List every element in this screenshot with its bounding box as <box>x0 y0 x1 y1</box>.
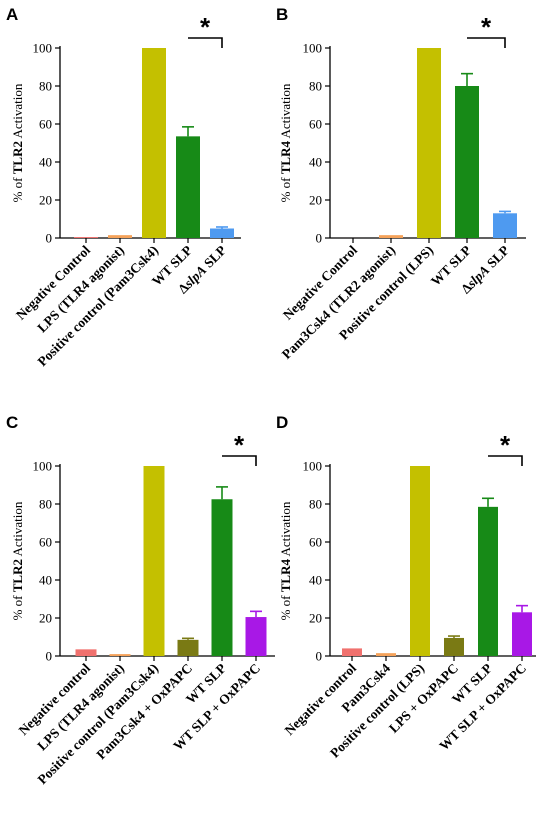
y-tick-label: 60 <box>39 535 52 550</box>
bar <box>108 235 132 238</box>
bar <box>177 639 199 656</box>
y-tick-label: 40 <box>39 573 52 588</box>
y-axis-label: % of TLR2 Activation <box>10 501 25 620</box>
panel-letter: D <box>276 413 288 432</box>
y-tick-label: 80 <box>309 497 322 512</box>
bar <box>512 612 532 656</box>
significance-star: * <box>500 430 511 460</box>
bar <box>478 506 498 656</box>
bar <box>143 466 165 656</box>
significance-bracket <box>188 37 223 48</box>
y-tick-label: 100 <box>33 41 53 56</box>
bar <box>493 213 517 238</box>
chart-panel-b: B% of TLR4 Activation020406080100Negativ… <box>276 5 526 362</box>
panel-letter: B <box>276 5 288 24</box>
y-tick-label: 20 <box>39 611 52 626</box>
y-axis-label-prefix: % of <box>278 592 293 620</box>
y-tick-label: 40 <box>39 155 52 170</box>
bar <box>379 235 403 238</box>
y-tick-label: 0 <box>46 649 53 664</box>
y-tick-label: 60 <box>39 117 52 132</box>
y-axis-label-receptor: TLR4 <box>278 559 293 593</box>
y-axis-label-receptor: TLR2 <box>10 559 25 592</box>
bar <box>211 499 233 656</box>
y-tick-label: 20 <box>39 193 52 208</box>
y-tick-label: 0 <box>316 231 323 246</box>
y-tick-label: 100 <box>303 41 323 56</box>
bar <box>376 653 396 656</box>
y-axis-label: % of TLR4 Activation <box>278 501 293 620</box>
bar <box>142 48 166 238</box>
y-tick-label: 80 <box>39 497 52 512</box>
bar <box>455 86 479 238</box>
bar <box>210 228 234 238</box>
y-tick-label: 60 <box>309 117 322 132</box>
bar <box>74 237 98 238</box>
y-tick-label: 60 <box>309 535 322 550</box>
bar <box>417 48 441 238</box>
panel-letter: C <box>6 413 18 432</box>
y-tick-label: 100 <box>303 459 323 474</box>
y-tick-label: 80 <box>309 79 322 94</box>
y-tick-label: 0 <box>316 649 323 664</box>
y-axis-label-prefix: % of <box>10 592 25 620</box>
y-axis-label-prefix: % of <box>278 174 293 202</box>
y-axis-label: % of TLR2 Activation <box>10 83 25 202</box>
y-axis-label-receptor: TLR2 <box>10 141 25 174</box>
significance-bracket <box>467 37 506 48</box>
y-tick-label: 100 <box>33 459 53 474</box>
y-axis-label-prefix: % of <box>10 174 25 202</box>
chart-panel-a: A% of TLR2 Activation020406080100Negativ… <box>6 5 241 369</box>
y-tick-label: 20 <box>309 611 322 626</box>
chart-panel-d: D% of TLR4 Activation020406080100Negativ… <box>276 413 536 761</box>
y-axis-label: % of TLR4 Activation <box>278 83 293 202</box>
y-tick-label: 0 <box>46 231 53 246</box>
y-tick-label: 20 <box>309 193 322 208</box>
bar <box>410 466 430 656</box>
significance-star: * <box>234 430 245 460</box>
y-axis-label-suffix: Activation <box>10 501 25 559</box>
bar <box>245 617 267 656</box>
significance-star: * <box>200 12 211 42</box>
y-tick-label: 40 <box>309 155 322 170</box>
significance-bracket <box>222 455 257 466</box>
chart-panel-c: C% of TLR2 Activation020406080100Negativ… <box>6 413 275 787</box>
significance-bracket <box>488 455 523 466</box>
panel-letter: A <box>6 5 18 24</box>
y-axis-label-suffix: Activation <box>278 83 293 141</box>
bar <box>342 648 362 656</box>
y-tick-label: 80 <box>39 79 52 94</box>
bar <box>444 637 464 656</box>
y-axis-label-receptor: TLR4 <box>278 141 293 175</box>
bar <box>75 649 97 656</box>
bar <box>109 654 131 656</box>
bar <box>176 136 200 238</box>
significance-star: * <box>481 12 492 42</box>
y-axis-label-suffix: Activation <box>278 501 293 559</box>
y-tick-label: 40 <box>309 573 322 588</box>
y-axis-label-suffix: Activation <box>10 83 25 141</box>
